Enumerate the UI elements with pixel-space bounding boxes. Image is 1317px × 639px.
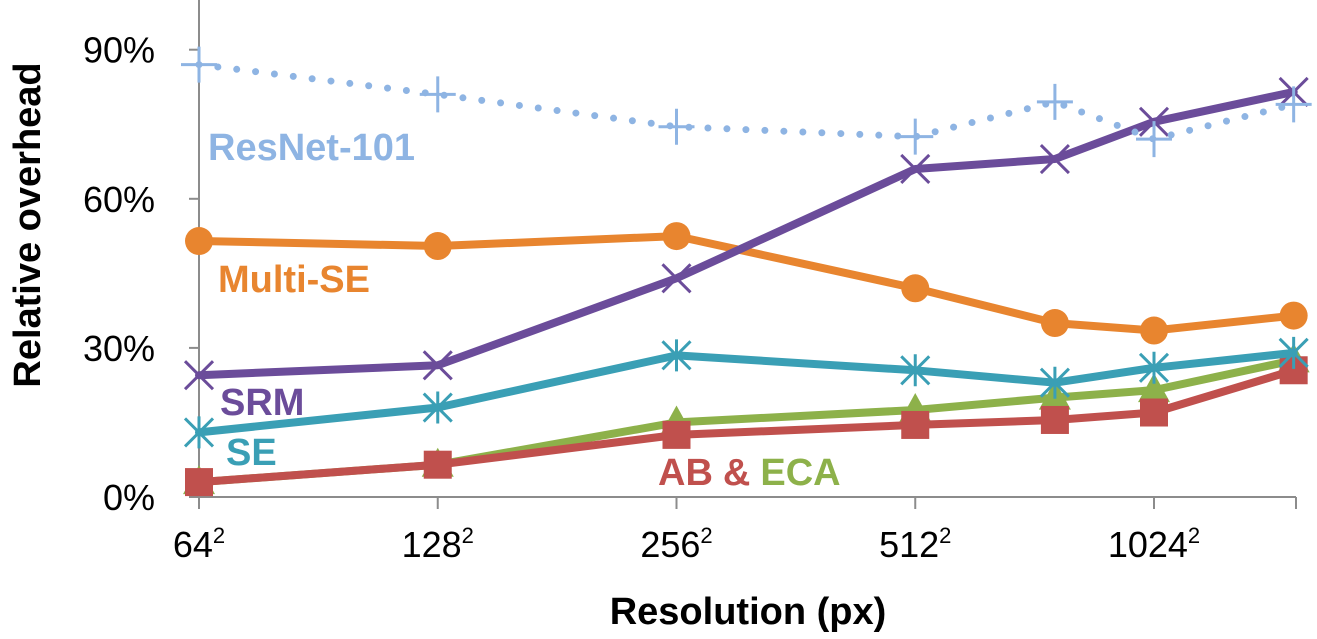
x-axis-title: Resolution (px): [610, 591, 887, 633]
series-label-connector: &: [723, 452, 750, 494]
data-point: [185, 468, 213, 497]
data-point: [422, 350, 453, 381]
data-point: [1040, 405, 1069, 434]
data-point: [900, 354, 931, 387]
data-point: [1279, 301, 1308, 330]
data-point: [897, 118, 934, 155]
data-point: [901, 274, 930, 303]
data-point: [183, 360, 215, 391]
x-tick-label: 2562: [640, 523, 712, 565]
series-srm: [183, 76, 1309, 391]
data-point: [181, 46, 217, 83]
data-point: [1140, 316, 1168, 345]
x-tick-label: 642: [173, 523, 225, 565]
data-point: [185, 227, 213, 256]
series-label-ab: AB: [658, 452, 713, 494]
x-tick-label: 10242: [1108, 523, 1200, 565]
data-point: [422, 391, 453, 424]
series-label-multi-se: Multi-SE: [218, 259, 370, 301]
data-point: [419, 76, 456, 113]
data-point: [658, 108, 695, 145]
axes: 0% 30% 60% 90% 642 1282 2562 5122 10242: [83, 0, 1297, 565]
data-point: [901, 410, 930, 439]
data-point: [1138, 373, 1170, 403]
data-point: [183, 416, 215, 449]
data-point: [1140, 398, 1168, 427]
y-tick-label: 30%: [83, 328, 155, 369]
data-point: [1039, 366, 1070, 399]
series-label-se: SE: [226, 432, 277, 474]
y-axis-title: Relative overhead: [7, 62, 49, 387]
series-se: [183, 336, 1309, 449]
data-point: [1278, 336, 1309, 369]
data-point: [1136, 121, 1172, 158]
data-point: [661, 339, 692, 372]
y-tick-label: 90%: [83, 30, 155, 71]
data-point: [1036, 83, 1073, 120]
data-point: [1138, 351, 1170, 384]
series-label-eca: ECA: [760, 452, 840, 494]
data-point: [1040, 309, 1069, 338]
y-tick-label: 60%: [83, 179, 155, 220]
data-point: [661, 263, 692, 294]
data-point: [662, 222, 691, 251]
data-point: [423, 232, 452, 261]
series-label-srm: SRM: [220, 382, 304, 424]
series-layer: [181, 46, 1312, 497]
data-point: [1275, 86, 1312, 123]
x-tick-label: 1282: [402, 523, 474, 565]
data-point: [900, 153, 931, 185]
y-tick-label: 0%: [103, 477, 155, 518]
x-tick-label: 5122: [879, 523, 951, 565]
data-point: [423, 450, 452, 479]
series-multi-se: [185, 222, 1308, 345]
data-point: [1039, 143, 1070, 175]
series-resnet-101: [181, 46, 1312, 158]
data-point: [662, 420, 691, 449]
series-label-ab-eca: AB & ECA: [658, 452, 841, 494]
series-label-resnet-101: ResNet-101: [208, 127, 415, 169]
series-labels: ResNet-101 Multi-SE SRM SE AB & ECA: [208, 127, 841, 494]
